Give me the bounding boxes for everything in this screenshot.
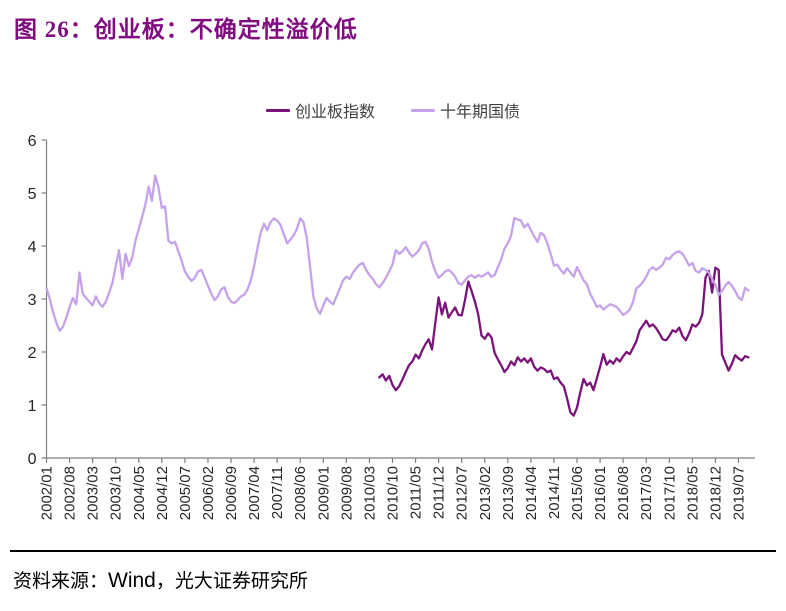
svg-text:2006/09: 2006/09 xyxy=(223,466,240,520)
svg-text:2012/07: 2012/07 xyxy=(454,466,471,520)
svg-text:2011/05: 2011/05 xyxy=(408,466,425,519)
legend-label-treasury: 十年期国债 xyxy=(440,104,521,121)
svg-text:2013/02: 2013/02 xyxy=(477,466,494,520)
svg-text:0: 0 xyxy=(28,451,37,468)
svg-text:2009/01: 2009/01 xyxy=(315,466,332,520)
svg-text:2013/09: 2013/09 xyxy=(500,466,517,520)
legend-item-treasury: 十年期国债 xyxy=(411,98,520,122)
svg-text:2005/07: 2005/07 xyxy=(177,466,194,520)
svg-text:1: 1 xyxy=(28,398,37,415)
svg-text:2003/03: 2003/03 xyxy=(85,466,102,520)
svg-text:2007/04: 2007/04 xyxy=(246,466,263,520)
svg-text:2007/11: 2007/11 xyxy=(269,466,286,519)
svg-text:5: 5 xyxy=(28,186,37,203)
svg-text:2003/10: 2003/10 xyxy=(108,466,125,520)
treasury-line-swatch-icon xyxy=(411,108,435,112)
svg-text:2004/05: 2004/05 xyxy=(131,466,148,520)
svg-text:2018/05: 2018/05 xyxy=(684,466,701,520)
source-prefix: 资料来源： xyxy=(13,571,109,592)
source-note: 资料来源：Wind，光大证券研究所 xyxy=(13,566,308,593)
figure-title: 图 26：创业板：不确定性溢价低 xyxy=(14,17,358,42)
source-suffix: ，光大证券研究所 xyxy=(155,571,308,592)
svg-text:2008/06: 2008/06 xyxy=(292,466,309,520)
svg-text:2006/02: 2006/02 xyxy=(200,466,217,520)
svg-text:2015/06: 2015/06 xyxy=(569,466,586,520)
svg-text:2016/08: 2016/08 xyxy=(615,466,632,520)
source-vendor: Wind xyxy=(108,569,156,592)
svg-text:3: 3 xyxy=(28,292,37,309)
svg-text:2014/11: 2014/11 xyxy=(546,466,563,519)
legend-item-chinext: 创业板指数 xyxy=(265,98,375,122)
chart-legend: 创业板指数 十年期国债 xyxy=(0,98,786,122)
svg-text:2010/10: 2010/10 xyxy=(385,466,402,520)
svg-text:2011/12: 2011/12 xyxy=(431,466,448,519)
chinext-line-swatch-icon xyxy=(265,108,290,112)
svg-text:2016/01: 2016/01 xyxy=(592,466,609,520)
svg-text:2002/01: 2002/01 xyxy=(39,466,56,520)
legend-label-chinext: 创业板指数 xyxy=(294,104,375,121)
svg-text:2014/04: 2014/04 xyxy=(523,466,540,520)
svg-text:2017/03: 2017/03 xyxy=(638,466,655,520)
footer-divider xyxy=(10,550,776,552)
svg-text:2: 2 xyxy=(28,345,37,362)
svg-text:2018/12: 2018/12 xyxy=(707,466,724,520)
svg-text:4: 4 xyxy=(28,239,37,256)
svg-text:2002/08: 2002/08 xyxy=(62,466,79,520)
svg-text:2019/07: 2019/07 xyxy=(731,466,748,520)
svg-text:2017/10: 2017/10 xyxy=(661,466,678,520)
svg-text:2010/03: 2010/03 xyxy=(361,466,378,520)
svg-text:6: 6 xyxy=(28,133,37,150)
svg-text:2009/08: 2009/08 xyxy=(338,466,355,520)
svg-text:2004/12: 2004/12 xyxy=(154,466,171,520)
